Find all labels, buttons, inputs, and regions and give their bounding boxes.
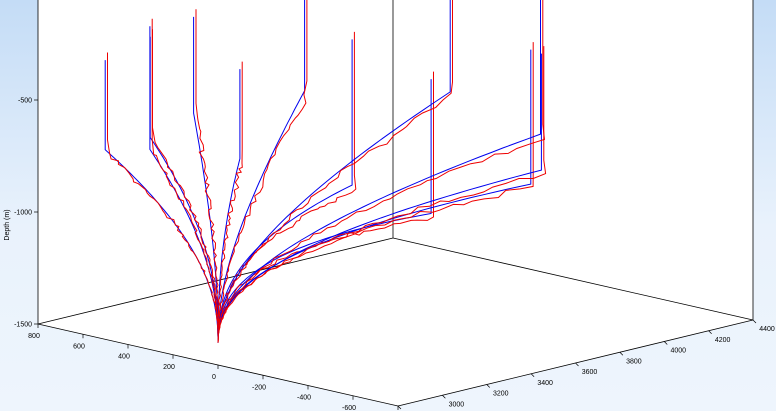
floor-left-edge xyxy=(37,237,394,325)
well-path-red-11 xyxy=(151,18,219,343)
y-tick-mark xyxy=(664,341,668,345)
y-tick-label: 4200 xyxy=(715,337,731,344)
x-tick-label: 800 xyxy=(28,333,40,340)
x-tick-label: -200 xyxy=(252,384,266,391)
well-path-blue-7 xyxy=(217,0,541,343)
y-tick-mark xyxy=(486,384,490,388)
x-tick-label: 0 xyxy=(212,374,216,381)
z-tick-label: -1500 xyxy=(14,322,32,329)
x-tick-label: -400 xyxy=(297,395,311,402)
y-tick-mark xyxy=(442,395,446,399)
trajectories xyxy=(104,0,547,343)
y-tick-label: 3200 xyxy=(493,391,509,398)
well-path-red-7 xyxy=(217,0,546,343)
x-tick-label: 600 xyxy=(73,343,85,350)
y-tick-mark xyxy=(619,352,624,356)
x-tick-label: 400 xyxy=(118,354,130,361)
well-path-red-10 xyxy=(195,9,220,343)
z-axis-label: Depth (m) xyxy=(4,209,11,240)
well-path-red-9 xyxy=(217,0,308,343)
floor-right-edge xyxy=(392,237,754,321)
well-path-red-8 xyxy=(217,0,453,343)
floor-plane xyxy=(38,238,753,406)
y-tick-mark xyxy=(530,373,535,377)
x-tick-label: 200 xyxy=(163,364,175,371)
y-tick-label: 4400 xyxy=(759,326,775,333)
axes-box xyxy=(37,0,754,407)
y-tick-label: 3000 xyxy=(449,401,465,408)
y-tick-label: 3600 xyxy=(582,369,598,376)
x-tick-label: -600 xyxy=(342,405,356,411)
well-path-red-12 xyxy=(107,52,219,343)
y-tick-mark xyxy=(575,362,579,367)
z-tick-label: -500 xyxy=(18,98,32,105)
y-tick-label: 4000 xyxy=(670,348,686,355)
y-tick-mark xyxy=(708,330,712,334)
y-tick-mark xyxy=(397,405,402,410)
y-tick-label: 3800 xyxy=(626,358,642,365)
well-path-blue-8 xyxy=(217,0,451,343)
y-tick-label: 3400 xyxy=(537,380,553,387)
axis-ticks: 8006004002000-200-400-600-80028003000320… xyxy=(14,98,775,411)
right-back-wall xyxy=(393,0,753,320)
y-tick-mark xyxy=(752,319,757,324)
z-tick-label: -1000 xyxy=(14,210,32,217)
